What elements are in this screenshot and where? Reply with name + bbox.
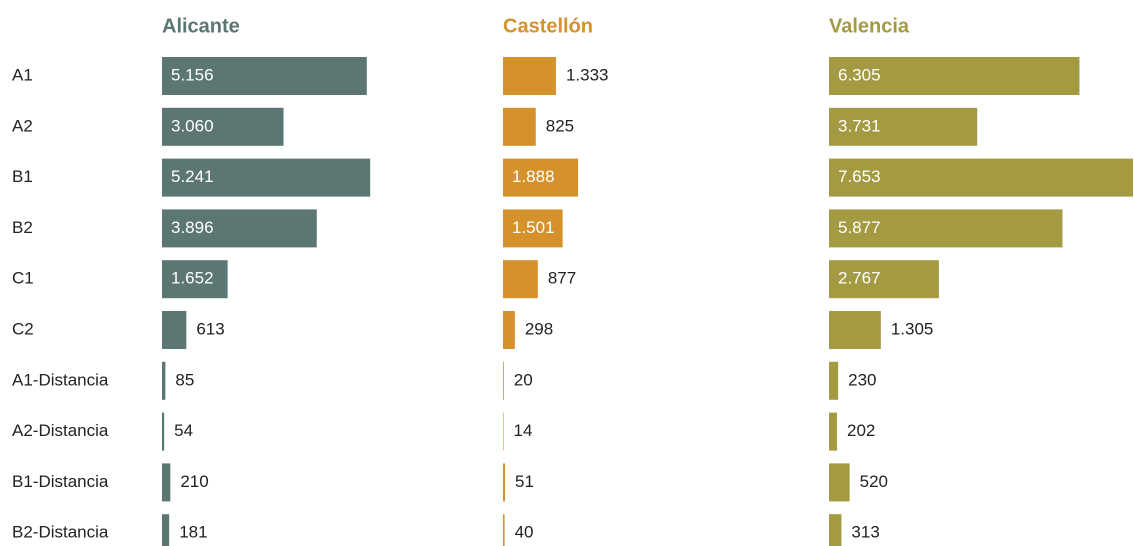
value-label: 1.652	[171, 269, 214, 288]
panel-title: Castellón	[503, 15, 593, 37]
bar	[162, 107, 284, 146]
value-label: 14	[514, 421, 533, 440]
value-label: 2.767	[838, 269, 881, 288]
bar	[162, 158, 371, 197]
bar	[162, 209, 317, 248]
value-label: 40	[515, 523, 534, 542]
bar	[503, 463, 506, 502]
value-label: 5.156	[171, 65, 214, 84]
bar	[829, 209, 1063, 248]
category-label: A1-Distancia	[12, 370, 109, 389]
bar	[829, 361, 839, 400]
value-label: 20	[514, 370, 533, 389]
bar	[829, 514, 842, 546]
value-label: 1.333	[566, 65, 609, 84]
bar	[503, 260, 538, 299]
category-label: B2-Distancia	[12, 523, 109, 542]
category-label: C2	[12, 319, 34, 338]
category-label: C1	[12, 269, 34, 288]
value-label: 3.060	[171, 116, 214, 135]
bar	[162, 412, 165, 451]
value-label: 5.877	[838, 218, 881, 237]
panel-title: Alicante	[162, 15, 240, 37]
bar	[829, 412, 838, 451]
value-label: 877	[548, 269, 576, 288]
category-label: A2	[12, 116, 33, 135]
bar	[829, 158, 1133, 197]
value-label: 210	[180, 472, 208, 491]
value-label: 230	[848, 370, 876, 389]
value-label: 520	[860, 472, 888, 491]
value-label: 54	[174, 421, 193, 440]
bar	[503, 57, 556, 95]
bar	[162, 463, 171, 502]
bar	[162, 514, 170, 546]
bar	[829, 463, 850, 502]
value-label: 7.653	[838, 167, 881, 186]
bar	[829, 107, 978, 146]
value-label: 298	[525, 319, 553, 338]
panel-title: Valencia	[829, 15, 910, 37]
value-label: 1.888	[512, 167, 555, 186]
value-label: 5.241	[171, 167, 214, 186]
bar	[162, 361, 166, 400]
value-label: 1.501	[512, 218, 555, 237]
category-label: B2	[12, 218, 33, 237]
value-label: 3.896	[171, 218, 214, 237]
value-label: 313	[851, 523, 879, 542]
value-label: 1.305	[891, 319, 934, 338]
bar	[829, 57, 1080, 95]
value-label: 825	[546, 116, 574, 135]
bar	[503, 412, 504, 451]
bar	[503, 514, 505, 546]
value-label: 613	[196, 319, 224, 338]
value-label: 3.731	[838, 116, 881, 135]
bar	[503, 158, 578, 197]
bar	[162, 260, 228, 299]
bar	[503, 209, 563, 248]
value-label: 181	[179, 523, 207, 542]
bar	[162, 311, 187, 349]
bar	[503, 311, 515, 349]
bar	[503, 361, 504, 400]
bar	[829, 311, 881, 349]
value-label: 85	[175, 370, 194, 389]
bar	[162, 57, 367, 95]
category-label: B1	[12, 167, 33, 186]
bar	[503, 107, 536, 146]
value-label: 6.305	[838, 65, 881, 84]
category-label: A2-Distancia	[12, 421, 109, 440]
category-label: A1	[12, 65, 33, 84]
bar	[829, 260, 939, 299]
value-label: 51	[515, 472, 534, 491]
category-label: B1-Distancia	[12, 472, 109, 491]
value-label: 202	[847, 421, 875, 440]
